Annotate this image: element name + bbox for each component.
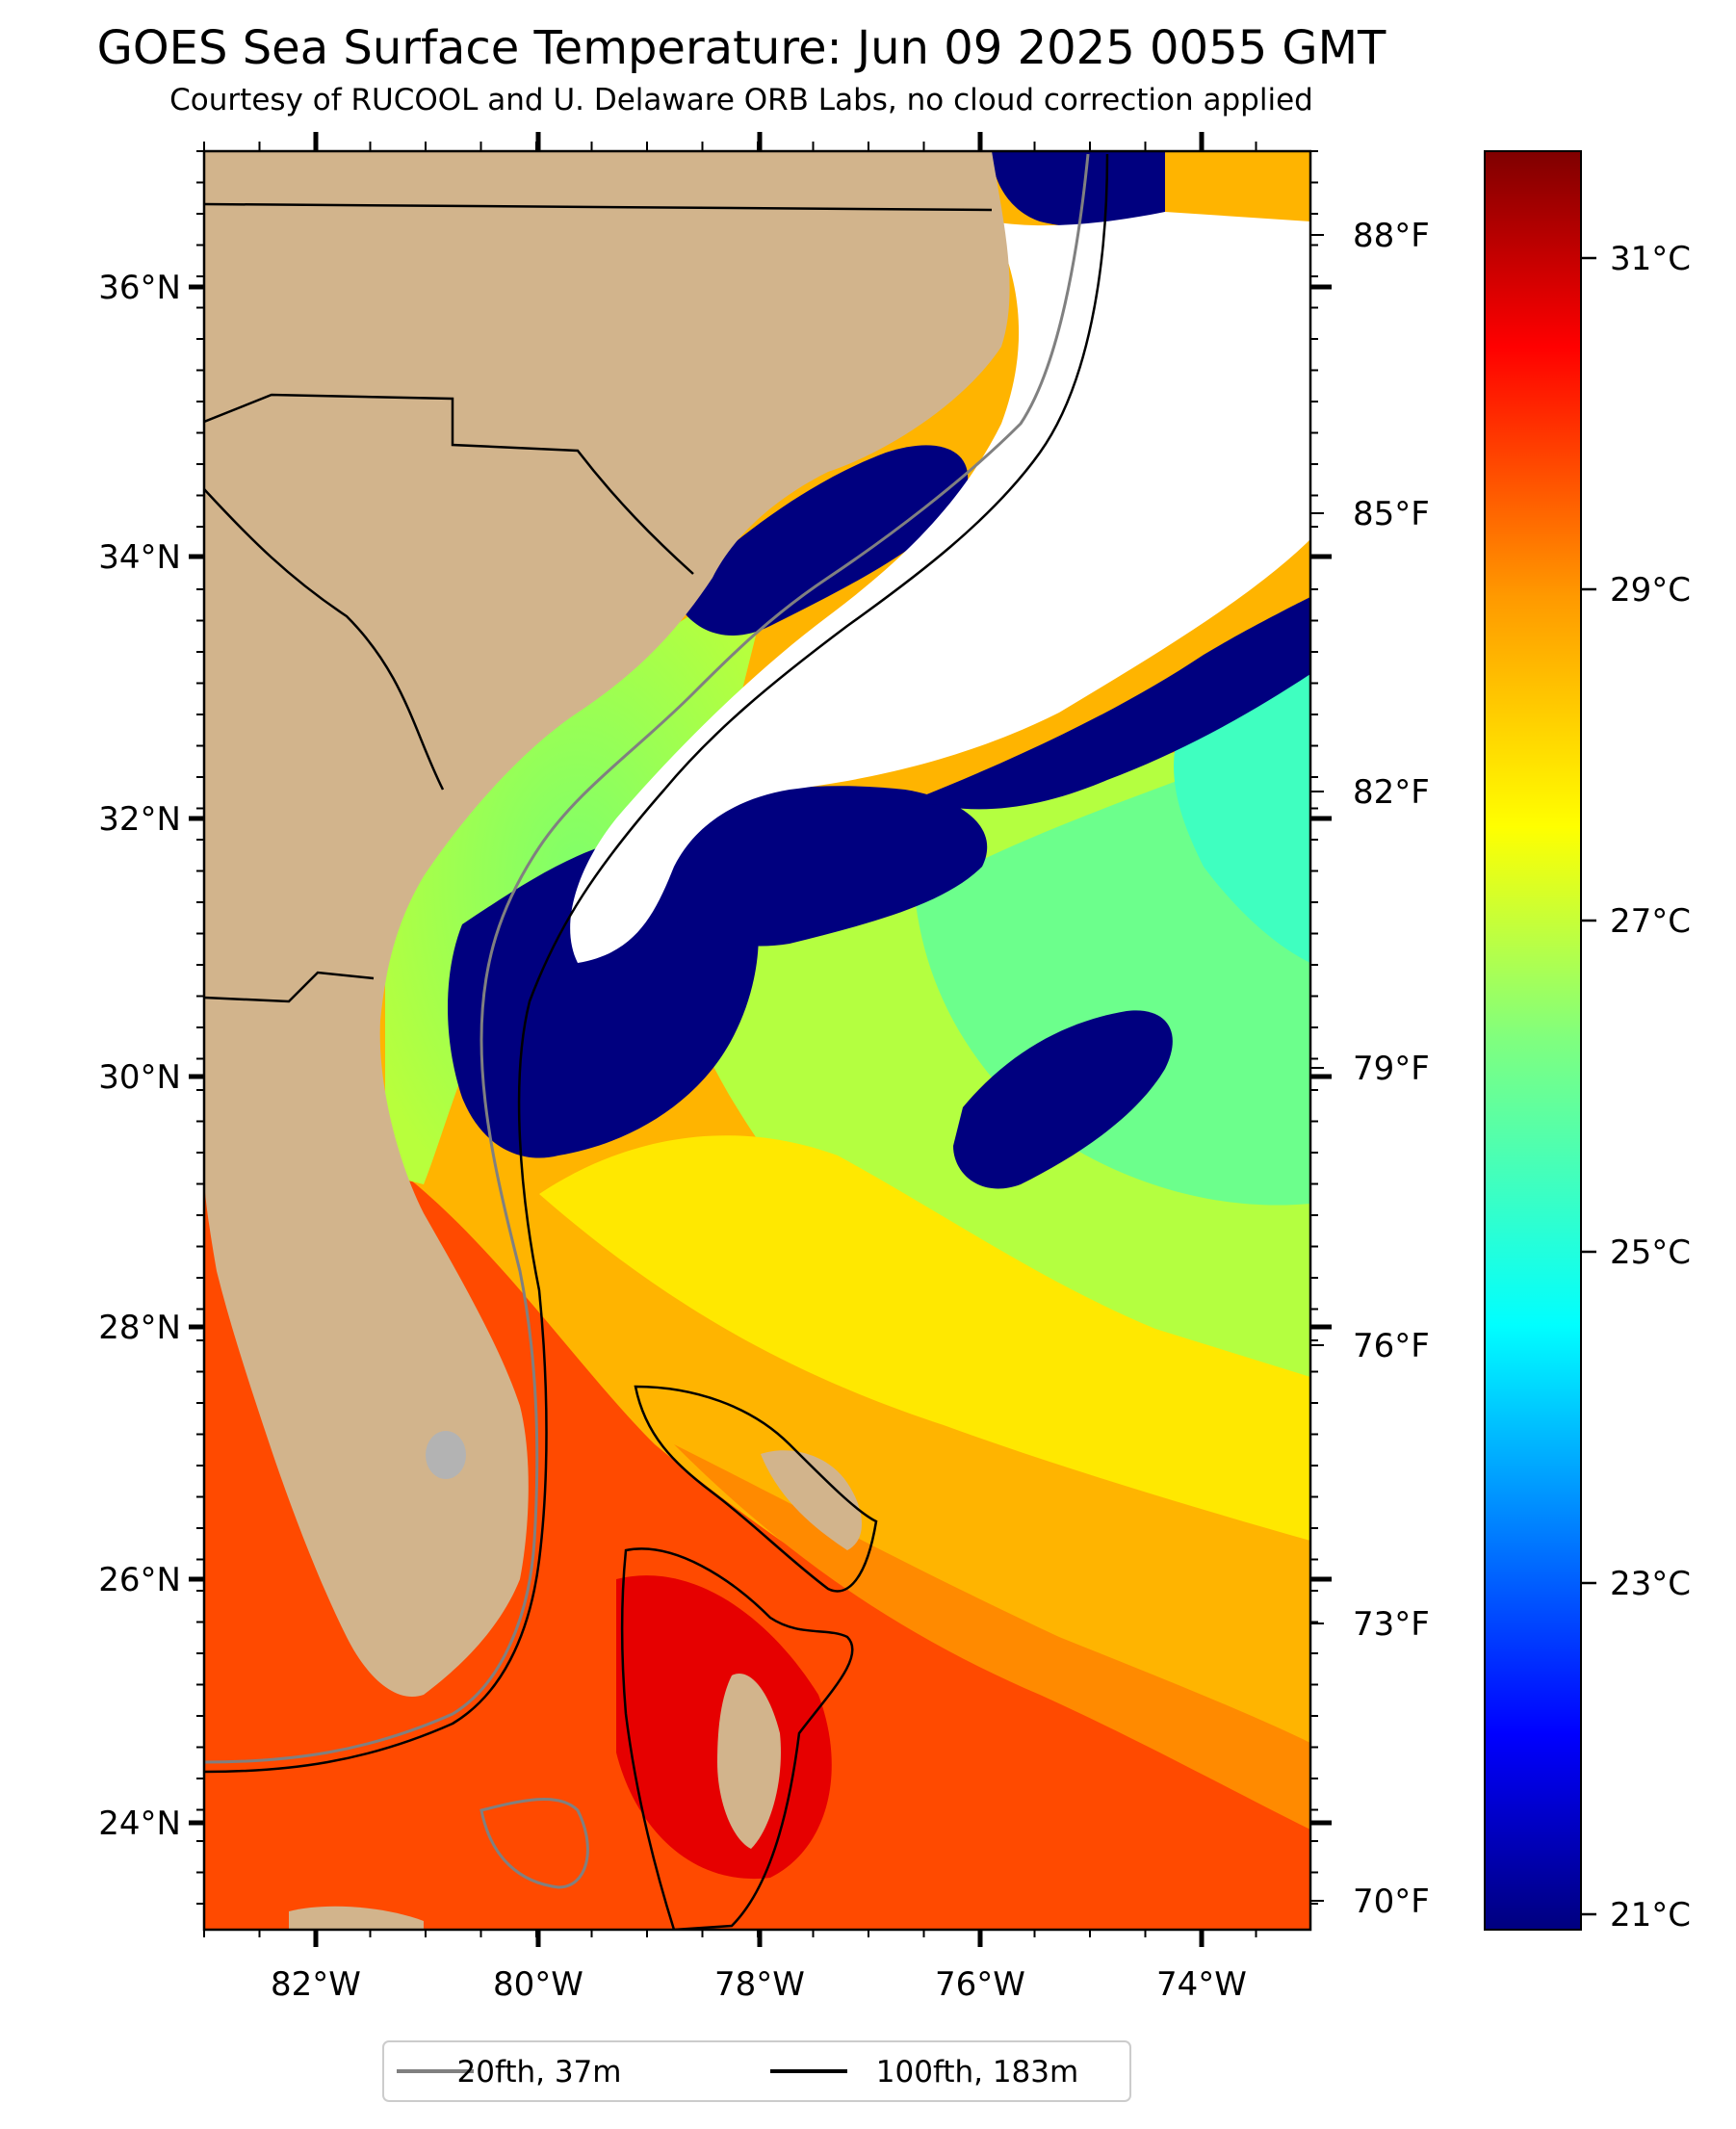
colorbar-label: 23°C — [1610, 1565, 1691, 1603]
colorbar-label: 25°C — [1610, 1233, 1691, 1272]
colorbar-label: 21°C — [1610, 1896, 1691, 1934]
contour-bahamas-bank — [634, 1385, 878, 1593]
legend-label-100fth: 100fth, 183m — [876, 2055, 1078, 2090]
sst-cold-patch-band — [915, 597, 1310, 810]
lon-label: 80°W — [493, 1965, 583, 2004]
colorbar — [1484, 150, 1582, 1931]
state-border-ga-fl — [204, 971, 375, 1003]
sst-cyan-east — [1174, 674, 1310, 963]
land-us-southeast — [204, 151, 1010, 1697]
lon-label: 76°W — [935, 1965, 1025, 2004]
lat-label: 36°N — [98, 269, 181, 307]
fahrenheit-label: 76°F — [1353, 1327, 1430, 1365]
cloud-mask-offshore-east — [1252, 318, 1310, 385]
cloud-mask-large — [570, 212, 1310, 963]
fahrenheit-label: 88°F — [1353, 217, 1430, 255]
contour-100fth — [204, 153, 1109, 1774]
fahrenheit-label: 82°F — [1353, 773, 1430, 812]
colorbar-label: 27°C — [1610, 902, 1691, 941]
lake-okeechobee — [426, 1431, 466, 1479]
legend-box — [382, 2040, 1131, 2102]
lat-label: 34°N — [98, 538, 181, 577]
lat-label: 24°N — [98, 1804, 181, 1843]
fahrenheit-label: 85°F — [1353, 495, 1430, 533]
land-bahamas-north — [761, 1450, 862, 1550]
legend: 20fth, 37m 100fth, 183m — [382, 2040, 1131, 2102]
land-cuba-edge — [289, 1906, 424, 1930]
contour-cay-sal-bank — [479, 1798, 589, 1889]
lat-label: 26°N — [98, 1561, 181, 1599]
lat-lon-axes: 36°N 34°N 32°N 30°N 28°N 26°N 24°N 82°W 80°W 78°W… — [98, 132, 1430, 2004]
lon-label: 74°W — [1156, 1965, 1247, 2004]
state-border-nc-sc — [204, 393, 694, 575]
sst-coastal-shelf — [385, 578, 770, 1184]
lat-label: 30°N — [98, 1058, 181, 1097]
contour-20fth — [204, 153, 1090, 1764]
map-subtitle: Courtesy of RUCOOL and U. Delaware ORB L… — [169, 83, 1313, 117]
state-border-va-nc — [204, 202, 993, 212]
land-andros — [717, 1674, 781, 1849]
fahrenheit-label: 73°F — [1353, 1605, 1430, 1644]
lon-label: 78°W — [714, 1965, 805, 2004]
state-border-sc-ga — [204, 488, 445, 791]
lon-label: 82°W — [271, 1965, 361, 2004]
colorbar-label: 29°C — [1610, 571, 1691, 610]
sst-yellow-band — [539, 1135, 1310, 1541]
sst-cold-north-edge — [992, 151, 1165, 228]
sst-cold-eddy — [953, 1010, 1173, 1189]
lat-label: 28°N — [98, 1309, 181, 1347]
map-title: GOES Sea Surface Temperature: Jun 09 202… — [96, 21, 1386, 75]
fahrenheit-label: 70°F — [1353, 1882, 1430, 1921]
lat-label: 32°N — [98, 800, 181, 839]
sst-orange-transition — [674, 1444, 1310, 1830]
colorbar-label: 31°C — [1610, 240, 1691, 278]
sst-cold-patch-north — [674, 445, 969, 636]
colorbar-ticks: 31°C 29°C 27°C 25°C 23°C 21°C — [1581, 240, 1691, 1934]
contour-great-bahama-bank — [621, 1547, 854, 1930]
map-panel — [204, 151, 1310, 1930]
fahrenheit-label: 79°F — [1353, 1050, 1430, 1088]
legend-label-20fth: 20fth, 37m — [457, 2055, 622, 2090]
sst-cold-patch-offshore — [655, 786, 988, 947]
